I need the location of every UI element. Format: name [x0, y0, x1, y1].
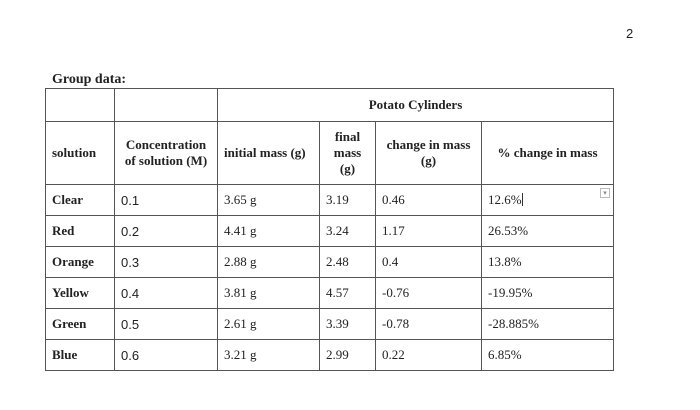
cell-solution[interactable]: Orange	[45, 246, 115, 278]
cell-solution[interactable]: Yellow	[45, 277, 115, 309]
cell-initial-mass[interactable]: 2.61 g	[217, 308, 320, 340]
chevron-down-icon[interactable]: ▾	[600, 188, 610, 198]
cell-percent-change-value: 12.6%	[488, 192, 522, 207]
cell-concentration[interactable]: 0.3	[114, 246, 218, 278]
cell-percent-change[interactable]: 26.53%	[481, 215, 614, 247]
cell-percent-change[interactable]: -19.95%	[481, 277, 614, 309]
cell-concentration[interactable]: 0.2	[114, 215, 218, 247]
column-header-initial-mass[interactable]: initial mass (g)	[217, 121, 320, 185]
empty-header-cell[interactable]	[114, 88, 218, 122]
table-row: Clear 0.1 3.65 g 3.19 0.46 12.6% ▾	[45, 184, 614, 216]
cell-change-in-mass[interactable]: 1.17	[375, 215, 482, 247]
cell-initial-mass[interactable]: 2.88 g	[217, 246, 320, 278]
cell-concentration[interactable]: 0.6	[114, 339, 218, 371]
table-row: Yellow 0.4 3.81 g 4.57 -0.76 -19.95%	[45, 277, 614, 309]
cell-change-in-mass[interactable]: 0.4	[375, 246, 482, 278]
table-caption: Group data:	[52, 72, 127, 87]
cell-initial-mass[interactable]: 3.65 g	[217, 184, 320, 216]
table-row: Blue 0.6 3.21 g 2.99 0.22 6.85%	[45, 339, 614, 371]
page-number: 2	[626, 26, 634, 41]
table-row: Green 0.5 2.61 g 3.39 -0.78 -28.885%	[45, 308, 614, 340]
cell-solution[interactable]: Red	[45, 215, 115, 247]
column-header-concentration[interactable]: Concentration of solution (M)	[114, 121, 218, 185]
cell-change-in-mass[interactable]: -0.76	[375, 277, 482, 309]
cell-change-in-mass[interactable]: -0.78	[375, 308, 482, 340]
cell-final-mass[interactable]: 3.24	[319, 215, 376, 247]
column-header-change-in-mass[interactable]: change in mass (g)	[375, 121, 482, 185]
group-header-potato-cylinders[interactable]: Potato Cylinders	[217, 88, 614, 122]
cell-initial-mass[interactable]: 4.41 g	[217, 215, 320, 247]
cell-final-mass[interactable]: 3.39	[319, 308, 376, 340]
cell-final-mass[interactable]: 2.48	[319, 246, 376, 278]
text-cursor	[521, 193, 523, 206]
column-header-solution[interactable]: solution	[45, 121, 115, 185]
cell-percent-change[interactable]: -28.885%	[481, 308, 614, 340]
cell-percent-change[interactable]: 6.85%	[481, 339, 614, 371]
table-column-header-row: solution Concentration of solution (M) i…	[45, 121, 614, 185]
cell-solution[interactable]: Green	[45, 308, 115, 340]
column-header-final-mass[interactable]: final mass (g)	[319, 121, 376, 185]
table-row: Red 0.2 4.41 g 3.24 1.17 26.53%	[45, 215, 614, 247]
cell-final-mass[interactable]: 2.99	[319, 339, 376, 371]
cell-concentration[interactable]: 0.1	[114, 184, 218, 216]
cell-percent-change-active[interactable]: 12.6% ▾	[481, 184, 614, 216]
cell-percent-change[interactable]: 13.8%	[481, 246, 614, 278]
cell-solution[interactable]: Blue	[45, 339, 115, 371]
cell-initial-mass[interactable]: 3.21 g	[217, 339, 320, 371]
empty-header-cell[interactable]	[45, 88, 115, 122]
cell-concentration[interactable]: 0.5	[114, 308, 218, 340]
table-group-header-row: Potato Cylinders	[45, 88, 614, 122]
table-row: Orange 0.3 2.88 g 2.48 0.4 13.8%	[45, 246, 614, 278]
column-header-concentration-label: Concentration of solution (M)	[124, 137, 208, 168]
cell-concentration[interactable]: 0.4	[114, 277, 218, 309]
cell-final-mass[interactable]: 4.57	[319, 277, 376, 309]
cell-final-mass[interactable]: 3.19	[319, 184, 376, 216]
cell-change-in-mass[interactable]: 0.22	[375, 339, 482, 371]
group-data-table: Potato Cylinders solution Concentration …	[45, 88, 614, 371]
cell-initial-mass[interactable]: 3.81 g	[217, 277, 320, 309]
cell-solution[interactable]: Clear	[45, 184, 115, 216]
cell-change-in-mass[interactable]: 0.46	[375, 184, 482, 216]
column-header-percent-change[interactable]: % change in mass	[481, 121, 614, 185]
